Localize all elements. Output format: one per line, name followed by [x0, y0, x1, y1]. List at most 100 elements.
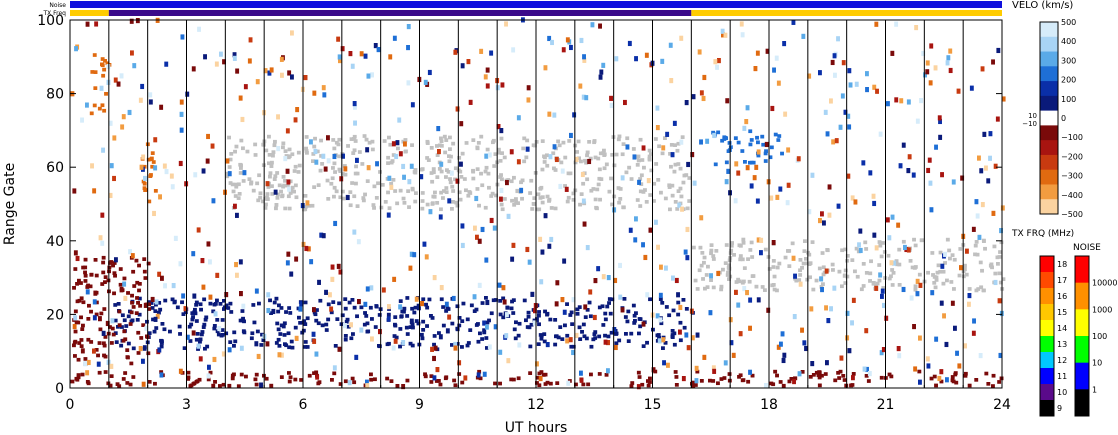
data-cell: [526, 97, 531, 103]
data-cell: [568, 313, 573, 317]
data-cell: [244, 374, 248, 379]
data-cell: [72, 340, 77, 345]
data-cell: [466, 341, 471, 345]
data-cell: [565, 199, 570, 204]
data-cell: [471, 169, 476, 174]
data-cell: [862, 366, 867, 372]
data-cell: [494, 193, 498, 198]
data-cell: [659, 264, 663, 270]
data-cell: [533, 308, 537, 314]
data-cell: [736, 277, 741, 282]
data-cell: [75, 282, 79, 286]
data-cell: [720, 138, 725, 143]
data-cell: [802, 249, 807, 253]
data-cell: [331, 166, 335, 170]
data-cell: [121, 114, 126, 120]
data-cell: [298, 321, 303, 325]
data-cell: [259, 382, 263, 388]
data-cell: [83, 273, 88, 278]
data-cell: [639, 173, 644, 178]
data-cell: [658, 317, 663, 323]
data-cell: [75, 299, 80, 304]
data-cell: [536, 342, 541, 346]
data-cell: [632, 321, 637, 325]
data-cell: [977, 155, 981, 161]
data-cell: [250, 331, 255, 336]
data-cell: [430, 316, 435, 320]
data-cell: [289, 339, 294, 344]
data-cell: [303, 204, 308, 209]
data-cell: [138, 346, 143, 352]
data-cell: [281, 184, 286, 189]
data-cell: [449, 170, 454, 176]
noise-colorbar-swatch: [1075, 282, 1089, 310]
data-cell: [887, 235, 892, 241]
data-cell: [836, 371, 841, 375]
data-cell: [549, 236, 554, 243]
data-cell: [535, 361, 539, 367]
data-cell: [135, 280, 140, 285]
data-cell: [800, 266, 804, 270]
data-cell: [201, 284, 206, 290]
data-cell: [807, 209, 812, 215]
data-cell: [770, 283, 775, 288]
data-cell: [274, 296, 279, 301]
data-cell: [647, 154, 652, 159]
data-cell: [102, 343, 107, 348]
velocity-colorbar-swatch: [1040, 22, 1058, 38]
data-cell: [614, 332, 618, 336]
data-cell: [207, 364, 211, 370]
data-cell: [482, 320, 487, 326]
data-cell: [674, 383, 679, 387]
data-cell: [376, 47, 381, 53]
data-cell: [478, 376, 483, 381]
data-cell: [252, 320, 257, 325]
data-cell: [299, 378, 304, 382]
data-cell: [409, 251, 414, 257]
data-cell: [410, 187, 415, 192]
data-cell: [236, 384, 241, 388]
data-cell: [543, 309, 547, 314]
x-tick-label: 21: [877, 397, 895, 413]
data-cell: [917, 369, 922, 374]
data-cell: [516, 376, 521, 381]
data-cell: [661, 346, 665, 350]
data-cell: [540, 167, 545, 172]
data-cell: [991, 59, 995, 65]
data-cell: [137, 312, 142, 317]
txfreq-colorbar-tick-label: 18: [1057, 260, 1067, 269]
data-cell: [695, 287, 700, 291]
data-cell: [112, 175, 116, 182]
data-cell: [548, 154, 553, 160]
data-cell: [574, 156, 579, 162]
data-cell: [393, 322, 397, 327]
data-cell: [694, 365, 699, 371]
data-cell: [338, 382, 343, 386]
data-cell: [982, 288, 986, 293]
data-cell: [709, 248, 714, 253]
data-cell: [321, 233, 326, 239]
data-cell: [268, 298, 272, 303]
data-cell: [640, 158, 645, 162]
data-cell: [967, 287, 972, 291]
data-cell: [593, 278, 598, 284]
data-cell: [694, 378, 699, 384]
data-cell: [267, 70, 272, 76]
data-cell: [464, 188, 468, 193]
data-cell: [889, 374, 894, 379]
data-cell: [274, 341, 279, 345]
txfreq-bar: [70, 10, 1002, 16]
data-cell: [256, 353, 261, 360]
data-cell: [86, 359, 91, 366]
data-cell: [321, 153, 326, 159]
data-cell: [72, 286, 76, 290]
data-cell: [744, 119, 749, 125]
x-tick-label: 9: [415, 397, 424, 413]
data-cell: [685, 206, 690, 211]
data-cell: [845, 274, 850, 279]
data-cell: [389, 181, 394, 186]
data-cell: [357, 299, 361, 305]
data-cell: [865, 87, 869, 93]
data-cell: [369, 377, 374, 382]
